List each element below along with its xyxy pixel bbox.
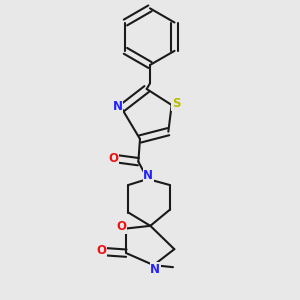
Text: N: N xyxy=(113,100,123,113)
Text: O: O xyxy=(108,152,118,165)
Text: O: O xyxy=(117,220,127,233)
Text: S: S xyxy=(172,97,181,110)
Text: O: O xyxy=(97,244,107,257)
Text: N: N xyxy=(143,169,153,182)
Text: N: N xyxy=(150,263,160,276)
